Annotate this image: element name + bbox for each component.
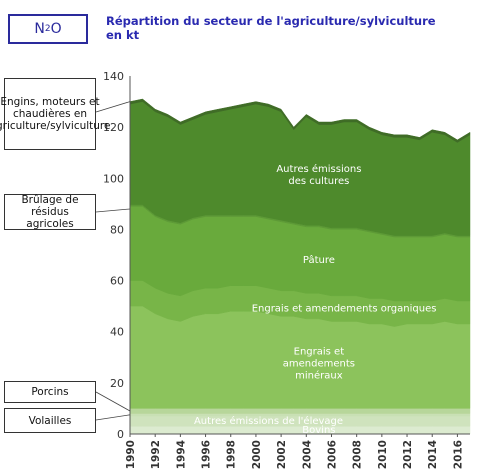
x-tick-label: 2006 <box>326 440 338 469</box>
series-label: des cultures <box>288 176 349 187</box>
leader-line-brulage <box>95 208 131 213</box>
leader-line-porcins <box>95 391 131 412</box>
x-tick-label: 1990 <box>125 440 137 469</box>
y-tick-label: 0 <box>117 428 124 441</box>
y-tick-label: 40 <box>110 326 124 339</box>
y-tick-label: 100 <box>103 172 124 185</box>
chart-title: Répartition du secteur de l'agriculture/… <box>106 14 436 42</box>
series-label: Engrais et <box>294 347 345 358</box>
x-tick-label: 1992 <box>150 440 162 469</box>
area-series-3 <box>129 408 471 414</box>
x-tick-label: 2004 <box>301 440 313 469</box>
series-label: minéraux <box>295 370 343 382</box>
series-label: Pâture <box>303 254 335 266</box>
y-tick-label: 20 <box>110 377 124 390</box>
chart-title-line1: Répartition du secteur de l'agriculture/… <box>106 14 436 28</box>
leader-line-engins <box>95 101 131 113</box>
x-tick-label: 1996 <box>201 440 213 469</box>
x-tick-label: 2016 <box>452 440 464 469</box>
series-label: amendements <box>283 359 355 370</box>
x-tick-label: 1998 <box>226 440 238 469</box>
series-label: Engrais et amendements organiques <box>252 304 437 315</box>
badge-tail: O <box>50 21 62 37</box>
y-tick-label: 140 <box>103 70 124 83</box>
y-tick-label: 80 <box>110 223 124 236</box>
area-series-0 <box>129 426 471 435</box>
x-tick-label: 2012 <box>402 440 414 469</box>
side-label-engins: Engins, moteurs et chaudières en agricul… <box>0 78 110 150</box>
x-tick-label: 2014 <box>427 440 439 469</box>
area-series-9 <box>129 98 471 143</box>
badge-sub: 2 <box>44 24 51 34</box>
x-tick-label: 1994 <box>175 440 187 469</box>
x-tick-label: 2008 <box>352 440 364 469</box>
badge-formula: N <box>34 21 45 37</box>
side-label-porcins: Porcins <box>4 381 96 403</box>
series-label: Bovins <box>302 425 335 436</box>
chart-title-line2: en kt <box>106 28 140 42</box>
series-label: Autres émissions de l'élevage <box>194 415 343 427</box>
side-label-brulage: Brûlage de résidus agricoles <box>4 194 96 230</box>
x-tick-label: 2010 <box>377 440 389 469</box>
leader-line-volailles <box>95 414 131 421</box>
y-tick-label: 60 <box>110 275 124 288</box>
side-label-volailles: Volailles <box>4 408 96 433</box>
y-tick-label: 120 <box>103 121 124 134</box>
series-label: Autres émissions <box>276 163 361 175</box>
x-tick-label: 2000 <box>251 440 263 469</box>
x-tick-label: 2002 <box>276 440 288 469</box>
